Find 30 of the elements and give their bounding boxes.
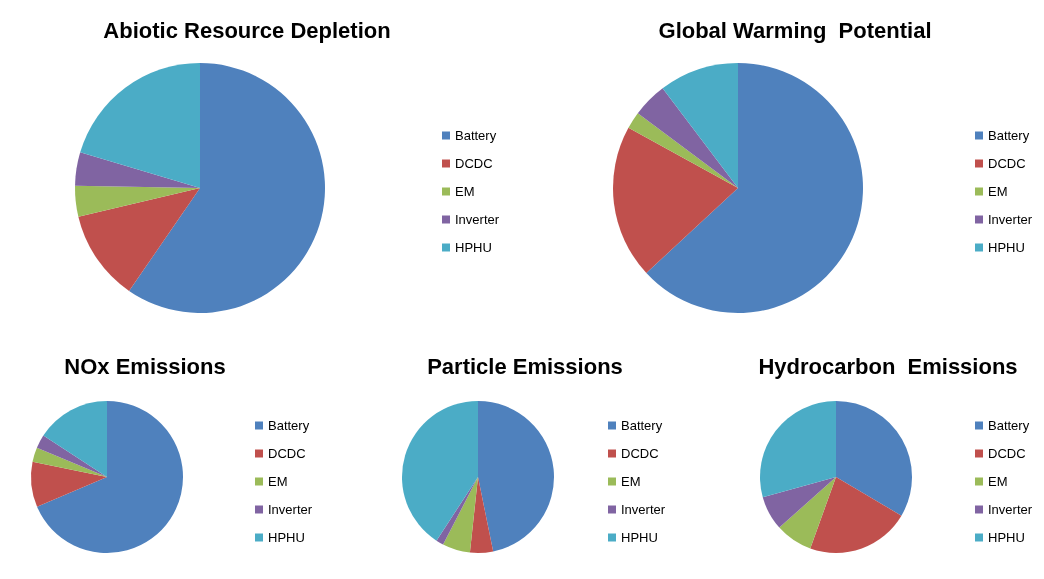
legend-label: HPHU — [988, 530, 1025, 545]
legend-label: EM — [988, 184, 1008, 199]
legend-label: DCDC — [268, 446, 306, 461]
chart-title: NOx Emissions — [64, 353, 226, 379]
legend-label: Inverter — [268, 502, 313, 517]
chart-title: Particle Emissions — [427, 353, 623, 379]
legend-label: EM — [455, 184, 475, 199]
legend-label: Inverter — [455, 212, 500, 227]
legend-label: EM — [988, 474, 1008, 489]
legend-label: Inverter — [988, 502, 1033, 517]
legend-label: HPHU — [455, 240, 492, 255]
chart-title: Global Warming Potential — [658, 17, 932, 43]
legend-label: HPHU — [268, 530, 305, 545]
legend-label: Battery — [988, 128, 1030, 143]
legend-label: Inverter — [988, 212, 1033, 227]
legend-label: DCDC — [988, 446, 1026, 461]
legend-label: Battery — [988, 418, 1030, 433]
legend-label: DCDC — [455, 156, 493, 171]
legend-label: HPHU — [988, 240, 1025, 255]
legend-label: DCDC — [621, 446, 659, 461]
legend-label: EM — [621, 474, 641, 489]
legend-label: HPHU — [621, 530, 658, 545]
legend-label: EM — [268, 474, 288, 489]
legend-label: Inverter — [621, 502, 666, 517]
legend-label: Battery — [455, 128, 497, 143]
legend-label: DCDC — [988, 156, 1026, 171]
legend-label: Battery — [268, 418, 310, 433]
chart-title: Hydrocarbon Emissions — [758, 353, 1018, 379]
chart-title: Abiotic Resource Depletion — [103, 17, 391, 43]
legend-label: Battery — [621, 418, 663, 433]
